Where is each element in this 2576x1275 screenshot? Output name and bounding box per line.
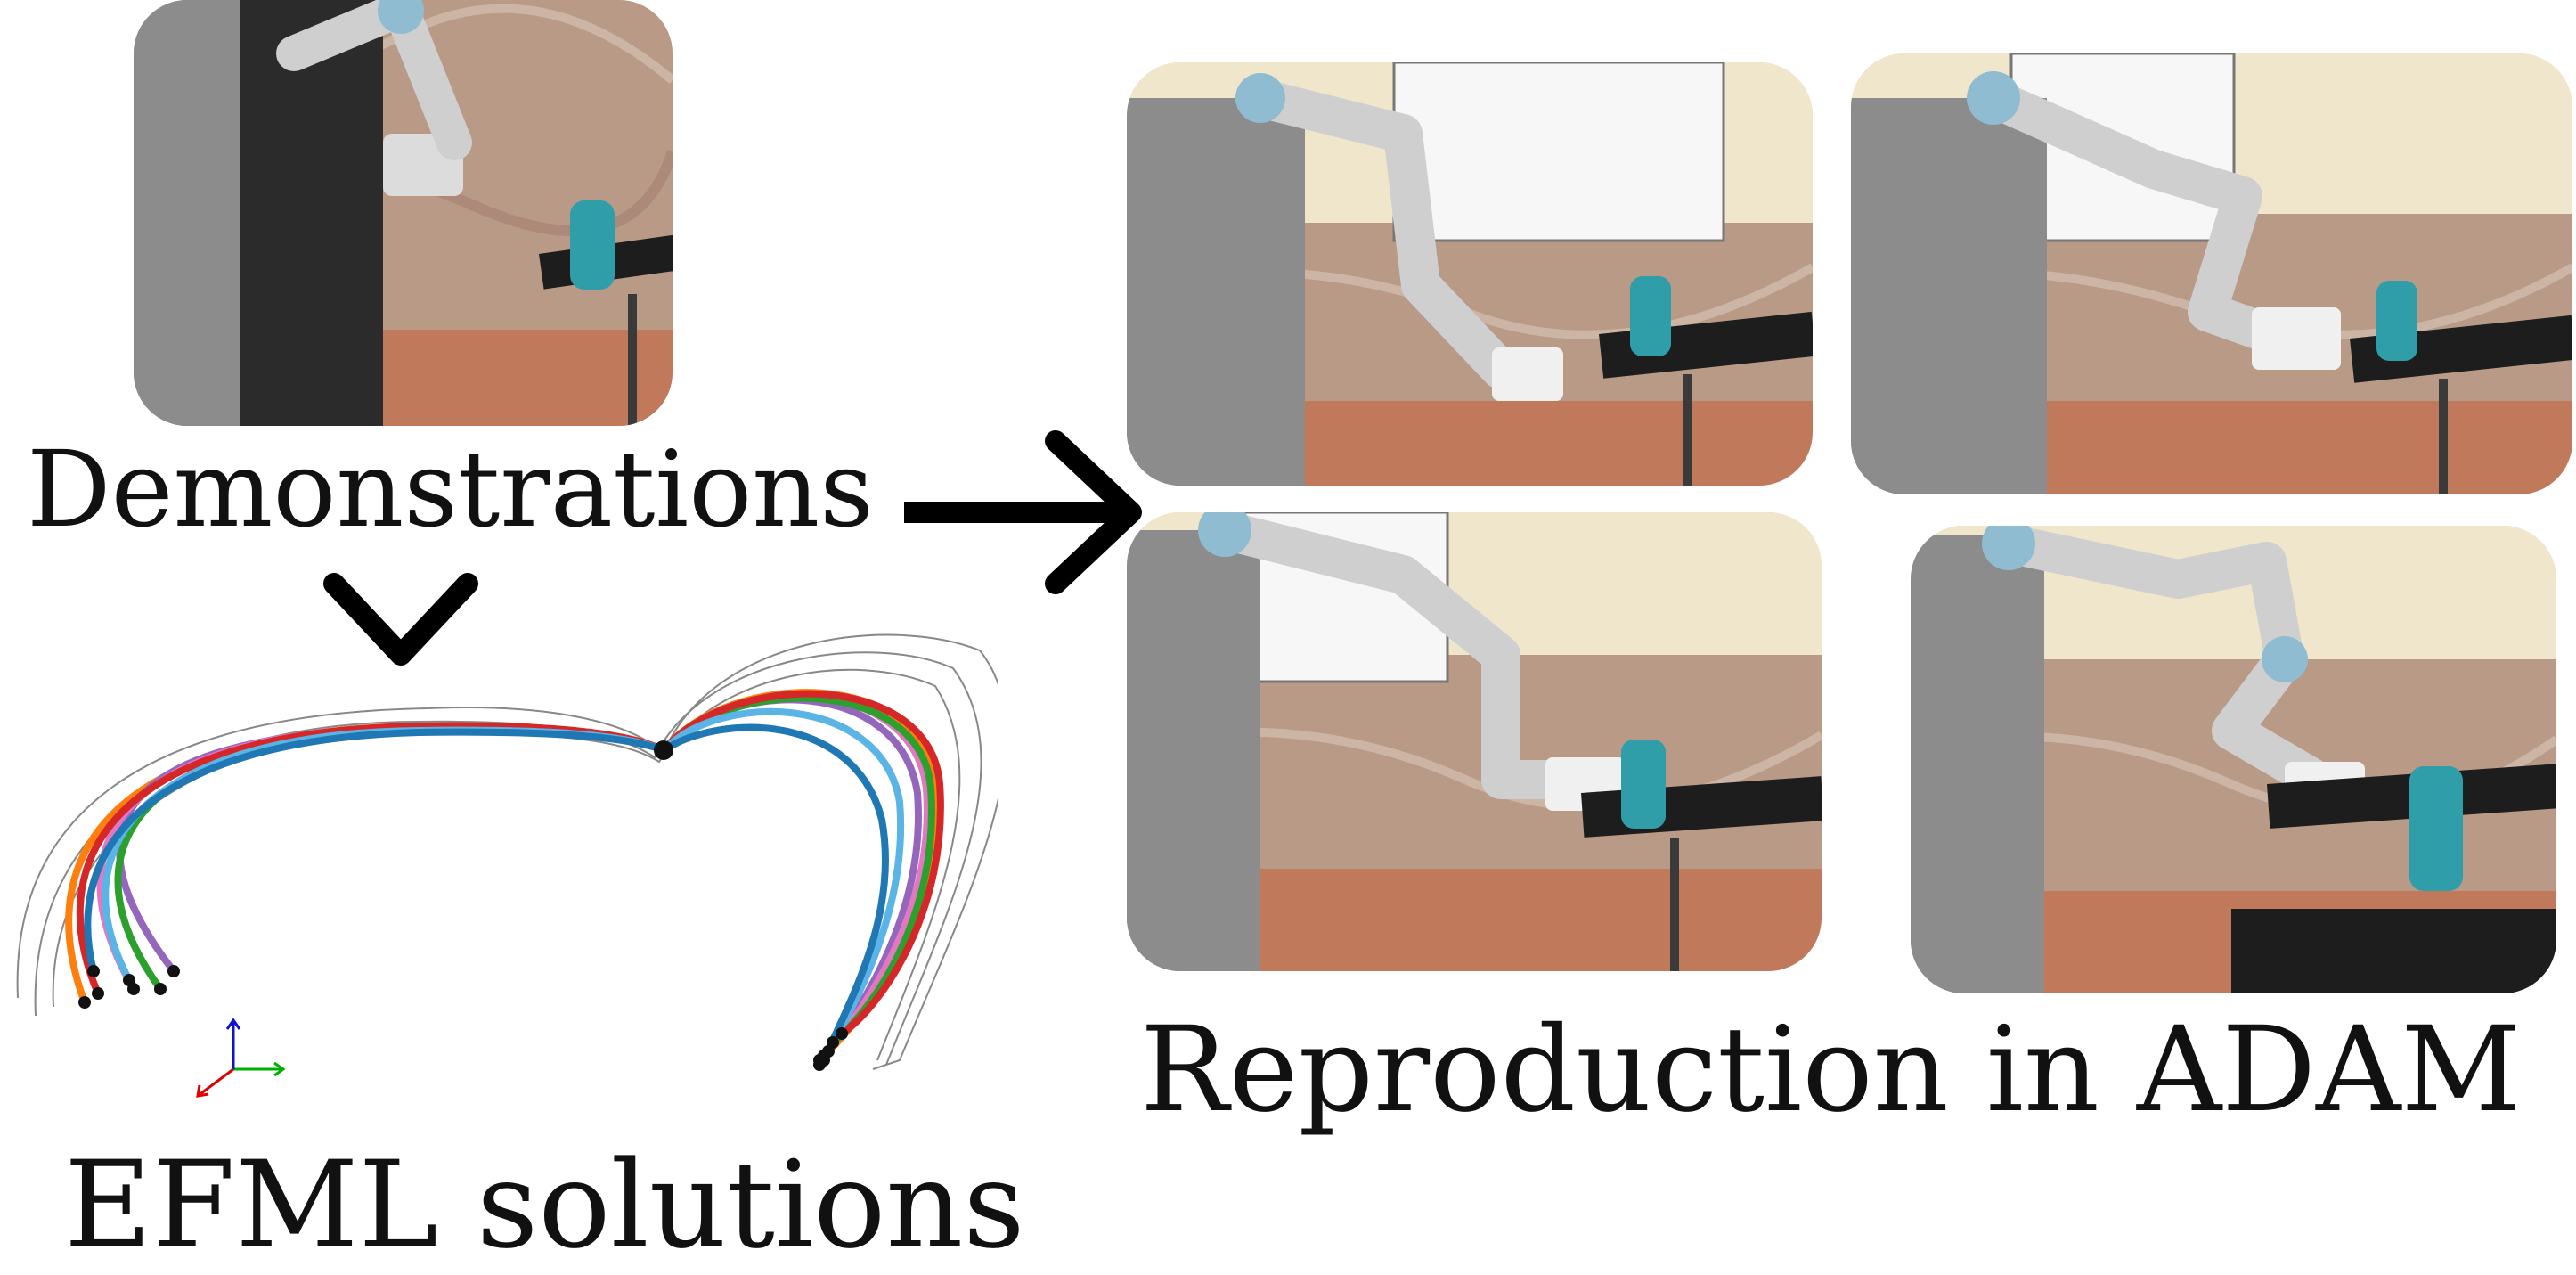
- reproduction-photo-3: [1127, 512, 1822, 971]
- efml-solutions-label: EFML solutions: [64, 1135, 1025, 1275]
- reproduction-photo-1: [1127, 62, 1813, 486]
- reproduction-label: Reproduction in ADAM: [1140, 1001, 2522, 1139]
- down-arrow-icon: [323, 573, 478, 666]
- demonstration-photo: [134, 0, 673, 426]
- right-arrow-icon: [904, 430, 1142, 594]
- trajectory-endpoints: [78, 740, 848, 1071]
- demonstrations-label: Demonstrations: [27, 428, 874, 551]
- coordinate-axes-icon: [196, 1018, 286, 1098]
- reproduction-photo-2: [1851, 53, 2572, 494]
- efml-solution-trajectories: [65, 689, 944, 1068]
- efml-trajectories-plot: [16, 633, 998, 1098]
- reproduction-photo-4: [1911, 526, 2556, 993]
